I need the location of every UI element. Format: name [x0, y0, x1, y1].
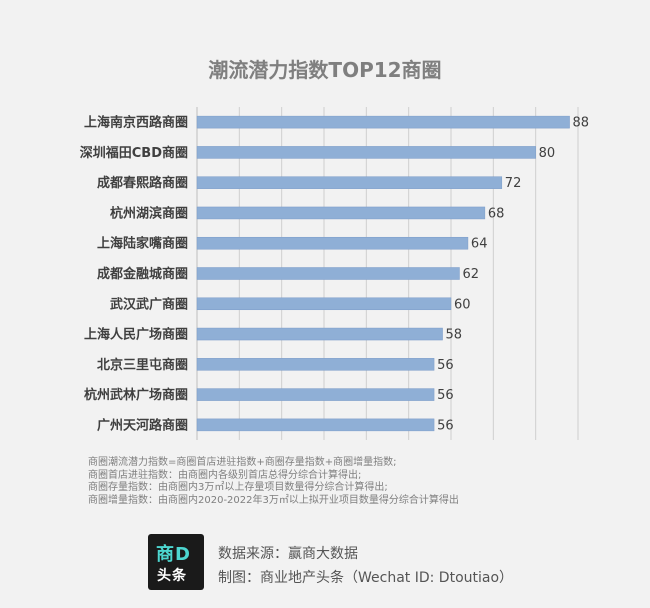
data-label: 56	[437, 358, 454, 373]
category-label: 上海南京西路商圈	[84, 115, 188, 131]
note-line: 商圈增量指数：由商圈内2020-2022年3万㎡以上拟开业项目数量得分综合计算得…	[88, 494, 459, 506]
category-label: 深圳福田CBD商圈	[80, 145, 188, 161]
category-label: 上海陆家嘴商圈	[97, 236, 188, 252]
brand-logo: 商D 头条	[148, 534, 204, 590]
bar	[196, 115, 570, 129]
methodology-notes: 商圈潮流潜力指数=商圈首店进驻指数+商圈存量指数+商圈增量指数; 商圈首店进驻指…	[88, 457, 459, 507]
category-label: 上海人民广场商圈	[84, 327, 188, 343]
bar	[196, 327, 443, 341]
data-label: 68	[488, 206, 505, 221]
data-source-text: 数据来源：赢商大数据	[218, 546, 358, 562]
bar	[196, 176, 503, 189]
data-label: 62	[462, 267, 479, 282]
data-label: 80	[539, 146, 556, 161]
data-label: 58	[446, 328, 463, 343]
bar	[196, 236, 469, 250]
bar-chart: 上海南京西路商圈 88 深圳福田CBD商圈 80 成都春熙路商圈 72 杭州湖滨商圈 68 上海…	[80, 107, 590, 440]
data-label: 88	[573, 116, 590, 131]
note-line: 商圈存量指数：由商圈内3万㎡以上存量项目数量得分综合计算得出;	[88, 482, 388, 493]
category-label: 北京三里屯商圈	[97, 357, 188, 373]
category-label: 杭州湖滨商圈	[110, 205, 188, 221]
note-line: 商圈首店进驻指数：由商圈内各级别首店总得分综合计算得出;	[88, 469, 362, 481]
data-label: 56	[437, 418, 454, 433]
category-label: 广州天河路商圈	[97, 417, 188, 433]
data-label: 72	[505, 176, 522, 191]
data-label: 60	[454, 297, 471, 312]
note-line: 商圈潮流潜力指数=商圈首店进驻指数+商圈存量指数+商圈增量指数;	[88, 457, 397, 468]
data-label: 64	[471, 237, 488, 252]
chart-title: 潮流潜力指数TOP12商圈	[208, 58, 442, 82]
bar	[196, 388, 435, 401]
bar	[196, 297, 452, 311]
data-label: 56	[437, 388, 454, 403]
bar	[196, 358, 435, 371]
bar	[196, 206, 486, 220]
made-by-text: 制图：商业地产头条（Wechat ID: Dtoutiao）	[218, 570, 514, 586]
bar	[196, 146, 536, 159]
category-label: 成都金融城商圈	[97, 266, 188, 282]
category-label: 武汉武广商圈	[110, 296, 188, 312]
category-label: 杭州武林广场商圈	[84, 387, 188, 403]
category-label: 成都春熙路商圈	[97, 175, 188, 191]
bar	[196, 267, 460, 280]
bar	[196, 418, 435, 432]
